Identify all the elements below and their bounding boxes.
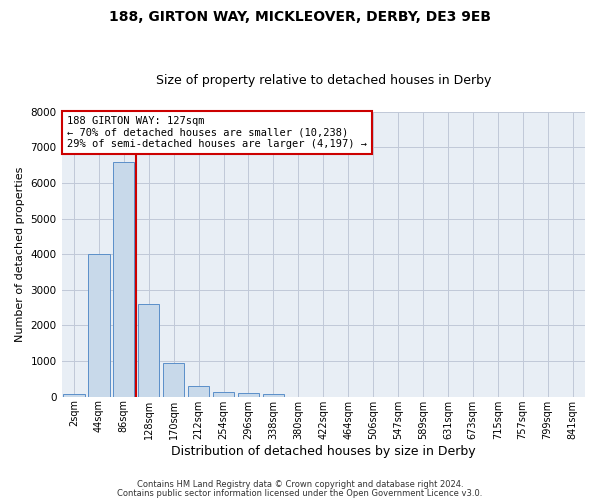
Bar xyxy=(188,386,209,396)
Bar xyxy=(64,394,85,396)
Y-axis label: Number of detached properties: Number of detached properties xyxy=(15,166,25,342)
Bar xyxy=(213,392,234,396)
Bar xyxy=(113,162,134,396)
Bar xyxy=(263,394,284,396)
Bar xyxy=(163,363,184,396)
Title: Size of property relative to detached houses in Derby: Size of property relative to detached ho… xyxy=(155,74,491,87)
X-axis label: Distribution of detached houses by size in Derby: Distribution of detached houses by size … xyxy=(171,444,476,458)
Bar xyxy=(238,393,259,396)
Text: 188, GIRTON WAY, MICKLEOVER, DERBY, DE3 9EB: 188, GIRTON WAY, MICKLEOVER, DERBY, DE3 … xyxy=(109,10,491,24)
Bar xyxy=(88,254,110,396)
Bar xyxy=(138,304,160,396)
Text: 188 GIRTON WAY: 127sqm
← 70% of detached houses are smaller (10,238)
29% of semi: 188 GIRTON WAY: 127sqm ← 70% of detached… xyxy=(67,116,367,150)
Text: Contains HM Land Registry data © Crown copyright and database right 2024.: Contains HM Land Registry data © Crown c… xyxy=(137,480,463,489)
Text: Contains public sector information licensed under the Open Government Licence v3: Contains public sector information licen… xyxy=(118,489,482,498)
